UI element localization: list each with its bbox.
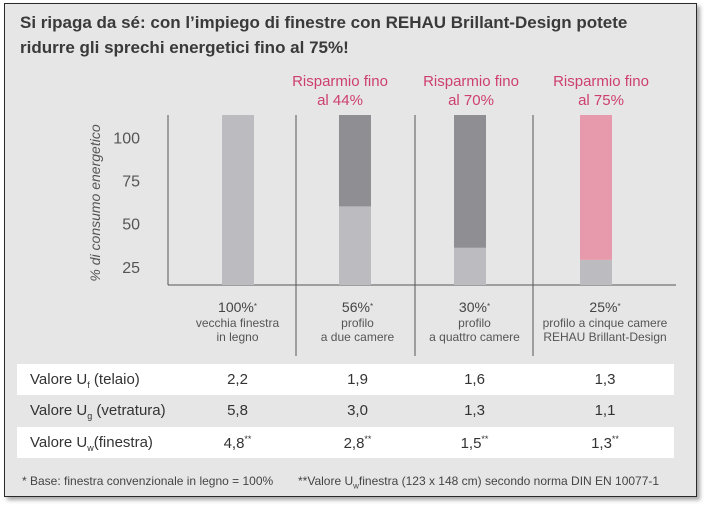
row-label: Valore Uf (telaio) — [30, 371, 140, 390]
table-cell: 1,9 — [347, 371, 368, 388]
category-label-2: 30%* profilo a quattro camere — [429, 299, 520, 344]
page-title: Si ripaga da sé: con l’impiego di finest… — [20, 13, 628, 57]
row-label: Valore Ug (vetratura) — [30, 402, 166, 421]
savings-label-2-1: al 70% — [448, 92, 494, 109]
table-cell: 5,8 — [227, 402, 248, 419]
y-tick-label-100: 100 — [113, 130, 140, 147]
table-row-band — [17, 364, 674, 395]
row-label: Valore Uw(finestra) — [30, 434, 153, 453]
savings-label-1-1: al 44% — [317, 92, 363, 109]
category-label-3: 25%* profilo a cinque camere REHAU Brill… — [542, 299, 668, 344]
savings-label-1-0: Risparmio fino — [292, 73, 388, 90]
category-label-1: 56%* profilo a due camere — [320, 299, 395, 344]
bar-consumo-2 — [454, 247, 486, 285]
savings-label-3-0: Risparmio fino — [553, 73, 649, 90]
bar-consumo-0 — [222, 115, 254, 285]
bar-risparmio-1 — [339, 115, 371, 207]
category-label-0: 100%* vecchia finestra in legno — [195, 299, 280, 344]
table-cell: 2,2 — [227, 371, 248, 388]
y-axis-title: % di consumo energetico — [87, 124, 103, 281]
footnote-base: * Base: finestra convenzionale in legno … — [22, 474, 274, 488]
bar-consumo-1 — [339, 206, 371, 285]
footnote-uw: **Valore Uwfinestra (123 x 148 cm) secon… — [298, 474, 660, 491]
table-cell: 1,3** — [591, 434, 619, 452]
table-cell: 1,5** — [460, 434, 489, 452]
table-cell: 2,8** — [343, 434, 372, 452]
y-tick-label-25: 25 — [122, 260, 140, 277]
savings-label-2-0: Risparmio fino — [423, 73, 519, 90]
bar-consumo-3 — [580, 259, 612, 285]
table-cell: 1,3 — [594, 371, 616, 388]
bar-risparmio-2 — [454, 115, 486, 248]
table-cell: 1,6 — [464, 371, 485, 388]
table-cell: 4,8** — [223, 434, 252, 452]
table-cell: 1,1 — [594, 402, 616, 419]
bar-risparmio-3 — [580, 115, 612, 260]
y-tick-label-50: 50 — [122, 217, 140, 234]
savings-label-3-1: al 75% — [578, 92, 624, 109]
table-cell: 3,0 — [347, 402, 368, 419]
y-tick-label-75: 75 — [122, 174, 140, 191]
table-cell: 1,3 — [464, 402, 485, 419]
table-row-band — [17, 427, 674, 458]
